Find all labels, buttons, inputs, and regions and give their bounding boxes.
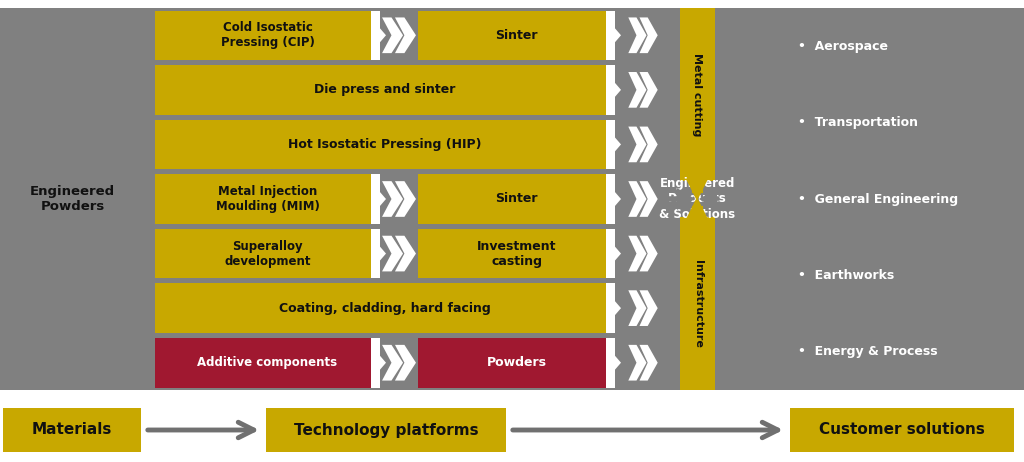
FancyBboxPatch shape: [606, 11, 615, 60]
Text: Die press and sinter: Die press and sinter: [314, 83, 456, 97]
FancyBboxPatch shape: [0, 8, 145, 390]
Polygon shape: [606, 18, 621, 53]
Text: Infrastructure: Infrastructure: [692, 260, 702, 347]
Polygon shape: [640, 72, 657, 108]
Polygon shape: [371, 182, 386, 216]
Text: Technology platforms: Technology platforms: [294, 423, 478, 438]
Text: Superalloy
development: Superalloy development: [224, 240, 310, 267]
Polygon shape: [606, 182, 621, 216]
Polygon shape: [606, 236, 621, 271]
FancyBboxPatch shape: [606, 174, 615, 224]
Polygon shape: [699, 188, 717, 210]
FancyBboxPatch shape: [0, 390, 1024, 462]
FancyBboxPatch shape: [606, 65, 615, 115]
FancyBboxPatch shape: [371, 174, 380, 224]
Text: •  Earthworks: • Earthworks: [798, 269, 894, 282]
Text: Cold Isostatic
Pressing (CIP): Cold Isostatic Pressing (CIP): [220, 21, 314, 49]
FancyBboxPatch shape: [606, 229, 615, 279]
FancyBboxPatch shape: [155, 174, 380, 224]
Polygon shape: [640, 236, 657, 271]
Text: Metal Injection
Moulding (MIM): Metal Injection Moulding (MIM): [216, 185, 319, 213]
FancyBboxPatch shape: [371, 338, 380, 388]
Text: •  Transportation: • Transportation: [798, 116, 918, 129]
Text: Additive components: Additive components: [198, 356, 338, 369]
Text: Materials: Materials: [32, 423, 113, 438]
FancyBboxPatch shape: [606, 338, 615, 388]
Polygon shape: [382, 345, 403, 381]
FancyBboxPatch shape: [155, 338, 380, 388]
Text: •  Energy & Process: • Energy & Process: [798, 345, 938, 359]
Polygon shape: [382, 18, 403, 53]
FancyBboxPatch shape: [155, 229, 380, 279]
Polygon shape: [382, 181, 403, 217]
Text: Investment
casting: Investment casting: [477, 240, 556, 267]
Polygon shape: [382, 236, 403, 271]
Polygon shape: [686, 179, 708, 201]
FancyBboxPatch shape: [3, 408, 141, 452]
Polygon shape: [640, 127, 657, 162]
Polygon shape: [629, 127, 646, 162]
Text: •  General Engineering: • General Engineering: [798, 193, 958, 206]
Text: Engineered
Powders: Engineered Powders: [30, 185, 115, 213]
FancyBboxPatch shape: [155, 120, 615, 169]
FancyBboxPatch shape: [145, 8, 635, 390]
FancyBboxPatch shape: [155, 65, 615, 115]
Polygon shape: [606, 291, 621, 326]
Polygon shape: [395, 236, 416, 271]
FancyBboxPatch shape: [418, 11, 615, 60]
Polygon shape: [629, 236, 646, 271]
FancyBboxPatch shape: [780, 8, 1024, 390]
Polygon shape: [395, 181, 416, 217]
Polygon shape: [629, 290, 646, 326]
FancyBboxPatch shape: [790, 408, 1014, 452]
FancyBboxPatch shape: [680, 8, 715, 181]
Polygon shape: [395, 345, 416, 381]
Polygon shape: [686, 197, 708, 219]
FancyBboxPatch shape: [418, 174, 615, 224]
Polygon shape: [606, 127, 621, 162]
FancyBboxPatch shape: [635, 8, 780, 390]
FancyBboxPatch shape: [155, 283, 615, 333]
Text: Coating, cladding, hard facing: Coating, cladding, hard facing: [280, 302, 490, 315]
Polygon shape: [629, 181, 646, 217]
FancyBboxPatch shape: [155, 11, 380, 60]
Polygon shape: [640, 290, 657, 326]
Polygon shape: [606, 73, 621, 107]
Text: Metal cutting: Metal cutting: [692, 53, 702, 136]
FancyBboxPatch shape: [371, 229, 380, 279]
FancyBboxPatch shape: [606, 283, 615, 333]
Polygon shape: [371, 18, 386, 53]
Polygon shape: [371, 236, 386, 271]
Polygon shape: [640, 18, 657, 53]
Polygon shape: [629, 72, 646, 108]
FancyBboxPatch shape: [371, 11, 380, 60]
Text: •  Aerospace: • Aerospace: [798, 40, 888, 53]
Text: Customer solutions: Customer solutions: [819, 423, 985, 438]
Text: Engineered
Products
& Solutions: Engineered Products & Solutions: [659, 177, 735, 220]
Text: Powders: Powders: [486, 356, 547, 369]
Polygon shape: [677, 188, 695, 210]
FancyBboxPatch shape: [680, 217, 715, 390]
FancyBboxPatch shape: [418, 229, 615, 279]
Text: Sinter: Sinter: [496, 29, 538, 42]
Polygon shape: [629, 18, 646, 53]
Polygon shape: [640, 181, 657, 217]
Polygon shape: [606, 346, 621, 380]
Polygon shape: [371, 346, 386, 380]
Text: Hot Isostatic Pressing (HIP): Hot Isostatic Pressing (HIP): [288, 138, 481, 151]
Text: Sinter: Sinter: [496, 193, 538, 206]
Polygon shape: [640, 345, 657, 381]
FancyBboxPatch shape: [266, 408, 506, 452]
Polygon shape: [629, 345, 646, 381]
Polygon shape: [395, 18, 416, 53]
FancyBboxPatch shape: [418, 338, 615, 388]
FancyBboxPatch shape: [606, 120, 615, 169]
